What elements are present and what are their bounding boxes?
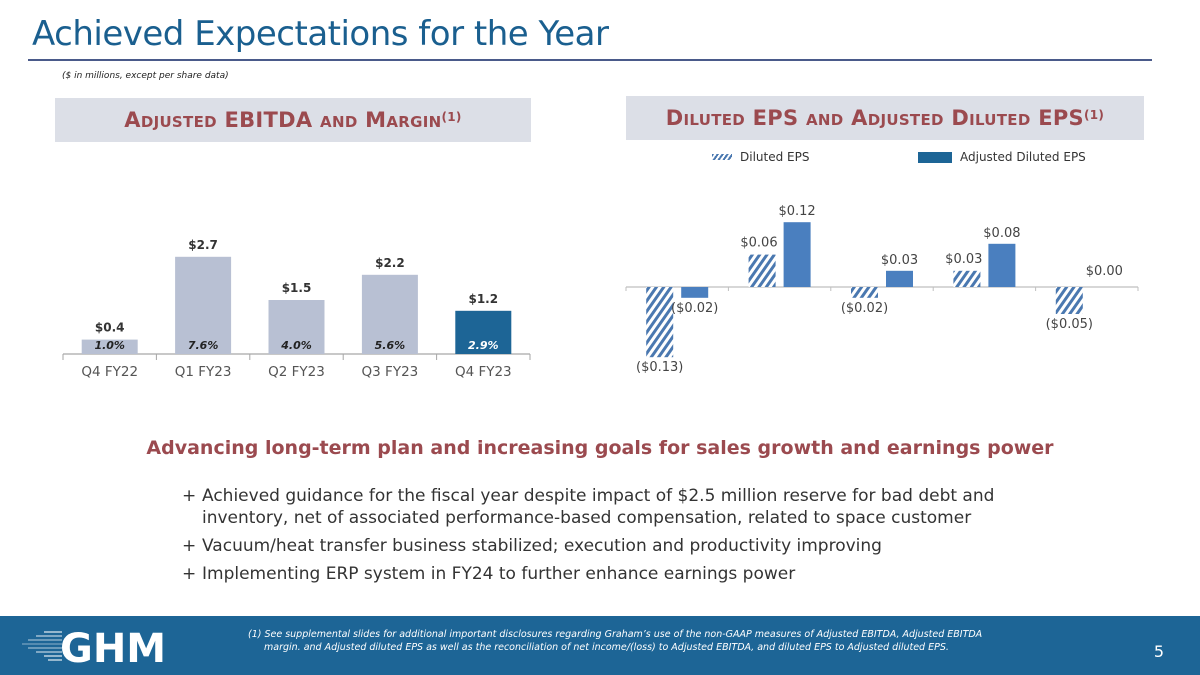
margin-label: 7.6%: [188, 339, 219, 352]
bullet-item: + Achieved guidance for the fiscal year …: [182, 485, 1002, 529]
margin-label: 4.0%: [280, 339, 312, 352]
diluted-eps-label: ($0.05): [1046, 317, 1093, 332]
ebitda-bar: [455, 310, 512, 354]
logo-text: GHM: [60, 626, 166, 666]
plus-icon: +: [182, 486, 197, 506]
adjusted-eps-label: $0.08: [983, 226, 1020, 241]
footnote-mark: (1): [441, 110, 462, 124]
adjusted-eps-label: ($0.02): [671, 301, 718, 316]
bullet-text-line: inventory, net of associated performance…: [202, 508, 972, 528]
diluted-eps-bar: [1055, 287, 1083, 314]
ebitda-bar: [81, 339, 138, 354]
adjusted-eps-bar: [988, 243, 1016, 287]
margin-label: 2.9%: [468, 339, 499, 352]
legend-item-diluted-eps: Diluted EPS: [712, 150, 809, 164]
ebitda-value-label: $1.5: [282, 281, 312, 295]
ebitda-bar: [175, 256, 232, 354]
ebitda-panel-title: Adjusted EBITDA and Margin (1): [55, 98, 531, 142]
eps-panel-title-text: Diluted EPS and Adjusted Diluted EPS: [665, 106, 1084, 130]
ebitda-value-label: $0.4: [95, 321, 125, 335]
diluted-eps-bar: [953, 270, 981, 287]
bullet-item: + Implementing ERP system in FY24 to fur…: [182, 563, 1002, 585]
key-takeaway-heading: Advancing long-term plan and increasing …: [146, 437, 1054, 459]
ebitda-bar: [361, 274, 418, 354]
hatched-swatch-icon: [712, 154, 732, 160]
x-tick-label: Q3 FY23: [362, 364, 419, 380]
margin-label: 5.6%: [375, 339, 406, 352]
diluted-eps-label: $0.06: [740, 236, 777, 251]
ebitda-value-label: $1.2: [468, 292, 498, 306]
units-note: ($ in millions, except per share data): [62, 71, 229, 81]
eps-panel-title: Diluted EPS and Adjusted Diluted EPS (1): [626, 96, 1144, 140]
slide-title: Achieved Expectations for the Year: [32, 14, 609, 54]
eps-bar-chart: ($0.13)($0.02)Q4 FY22$0.06$0.12Q1 FY23($…: [625, 204, 1139, 375]
diluted-eps-bar: [748, 254, 776, 287]
plus-icon: +: [182, 536, 197, 556]
adjusted-eps-bar: [783, 222, 811, 287]
adjusted-eps-label: $0.00: [1086, 264, 1123, 279]
footnote-line: (1) See supplemental slides for addition…: [248, 629, 983, 640]
bullet-text-line: Vacuum/heat transfer business stabilized…: [202, 536, 882, 556]
page-number: 5: [1153, 642, 1164, 661]
x-tick-label: Q1 FY23: [175, 364, 232, 380]
ebitda-value-label: $2.2: [375, 256, 405, 270]
bullet-text-line: Implementing ERP system in FY24 to furth…: [202, 564, 796, 584]
ebitda-bar-chart: $0.4 1.0% Q4 FY22 $2.7 7.6% Q1 FY23 $1.5 4.0% Q2…: [62, 238, 531, 380]
ebitda-bar: [268, 300, 325, 354]
legend-label: Diluted EPS: [740, 150, 810, 164]
diluted-eps-bar: [646, 287, 674, 358]
highlights-list: + Achieved guidance for the fiscal year …: [182, 485, 1002, 591]
speed-lines-icon: [22, 631, 62, 661]
ghm-logo: GHM: [22, 626, 166, 666]
diluted-eps-label: $0.03: [945, 252, 982, 267]
margin-label: 1.0%: [94, 339, 125, 352]
adjusted-eps-bar: [681, 287, 709, 298]
x-tick-label: Q2 FY23: [268, 364, 325, 380]
adjusted-eps-bar: [886, 270, 913, 287]
x-tick-label: Q4 FY23: [455, 364, 512, 380]
legend-item-adjusted-diluted-eps: Adjusted Diluted EPS: [918, 150, 1086, 164]
footnote-mark: (1): [1083, 108, 1105, 122]
legend-label: Adjusted Diluted EPS: [960, 150, 1086, 164]
footnote-line: margin. and Adjusted diluted EPS as well…: [264, 642, 949, 653]
solid-swatch-icon: [918, 151, 952, 163]
plus-icon: +: [182, 564, 197, 584]
bullet-text-line: Achieved guidance for the fiscal year de…: [202, 486, 995, 506]
adjusted-eps-label: $0.12: [778, 204, 815, 219]
x-tick-label: Q4 FY22: [81, 364, 138, 380]
diluted-eps-label: ($0.02): [841, 301, 888, 316]
ebitda-value-label: $2.7: [188, 238, 218, 252]
ebitda-panel-title-text: Adjusted EBITDA and Margin: [124, 108, 442, 132]
footer-bar: GHM (1) See supplemental slides for addi…: [0, 616, 1200, 675]
diluted-eps-label: ($0.13): [636, 360, 683, 375]
bullet-item: + Vacuum/heat transfer business stabiliz…: [182, 535, 1002, 557]
title-divider: [28, 59, 1152, 61]
footnote: (1) See supplemental slides for addition…: [248, 628, 1048, 654]
diluted-eps-bar: [851, 287, 878, 298]
adjusted-eps-label: $0.03: [881, 253, 918, 268]
